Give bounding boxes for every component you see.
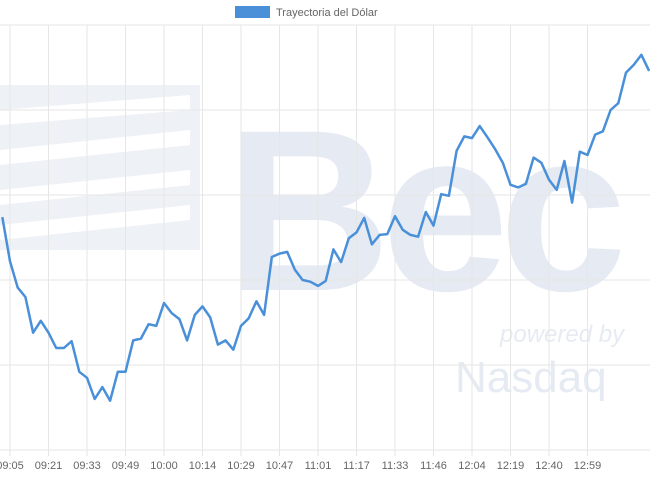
- x-tick-label: 10:47: [266, 460, 294, 472]
- x-tick-label: 10:00: [150, 460, 178, 472]
- x-tick-label: 09:21: [35, 460, 63, 472]
- legend-label: Trayectoria del Dólar: [276, 7, 378, 19]
- grid: 09:05 09:21 09:33 09:49 10:00 10:14 10:29 10:47…: [0, 24, 650, 472]
- watermark-brand: Bec: [225, 82, 621, 339]
- price-line: [1, 53, 650, 402]
- legend-swatch: [235, 6, 270, 18]
- x-tick-label: 12:19: [497, 460, 525, 472]
- x-tick-label: 11:46: [420, 460, 447, 472]
- x-tick-label: 12:59: [574, 460, 602, 472]
- x-tick-label: 09:49: [112, 460, 140, 472]
- watermark-stripe: [0, 130, 190, 165]
- x-tick-label: 10:14: [189, 460, 217, 472]
- plot: [1, 53, 650, 402]
- x-tick-label: 10:29: [227, 460, 255, 472]
- watermark-stripe: [0, 170, 190, 205]
- watermark-partner: Nasdaq: [455, 353, 607, 402]
- x-tick-label: 12:40: [535, 460, 563, 472]
- x-tick-label: 09:05: [0, 460, 24, 472]
- watermark-stripe: [0, 205, 190, 240]
- x-tick-label: 12:04: [458, 460, 486, 472]
- x-tick-label: 09:33: [73, 460, 101, 472]
- watermark-tagline: powered by: [499, 321, 626, 348]
- watermark-logo: [0, 85, 200, 250]
- x-tick-label: 11:01: [305, 460, 332, 472]
- x-tick-label: 11:17: [343, 460, 370, 472]
- x-tick-label: 11:33: [382, 460, 409, 472]
